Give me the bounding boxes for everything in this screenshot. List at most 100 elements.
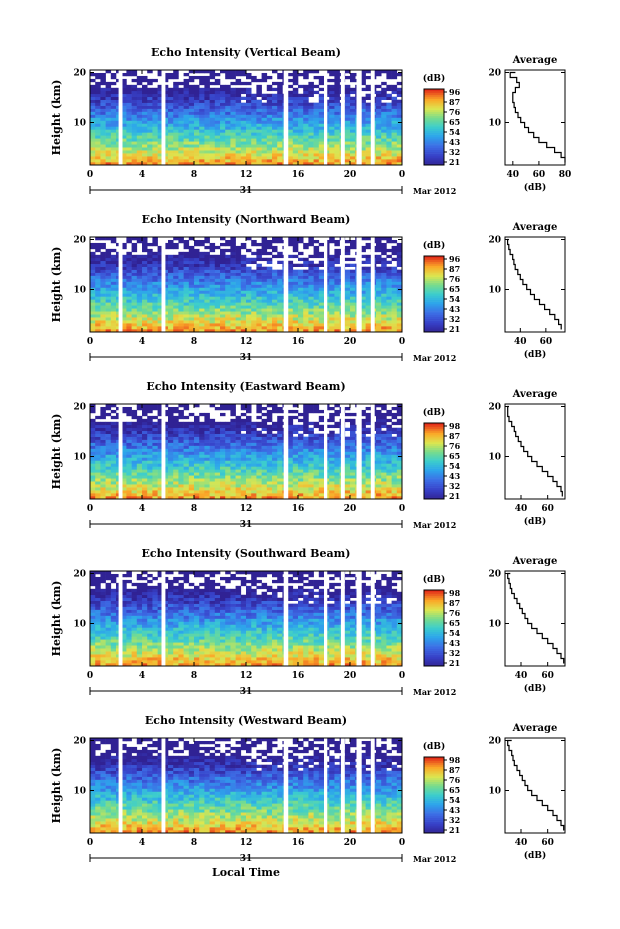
heatmap-cell <box>391 90 398 95</box>
heatmap-cell <box>95 237 101 241</box>
heatmap-cell <box>240 296 247 300</box>
heatmap-cell <box>100 451 106 455</box>
heatmap-cell <box>214 433 221 437</box>
heatmap-cell <box>350 448 356 452</box>
heatmap-cell <box>360 159 366 163</box>
heatmap-cell <box>396 436 403 440</box>
heatmap-cell <box>183 156 190 160</box>
heatmap-cell <box>360 451 366 455</box>
heatmap-cell <box>298 132 304 136</box>
heatmap-cell <box>162 302 169 306</box>
heatmap-cell <box>391 144 398 148</box>
heatmap-cell <box>251 484 257 488</box>
heatmap-cell <box>214 275 221 279</box>
heatmap-cell <box>277 299 283 303</box>
heatmap-cell <box>240 260 247 265</box>
heatmap-cell <box>105 156 112 160</box>
heatmap-cell <box>121 490 127 494</box>
heatmap-cell <box>95 263 101 267</box>
heatmap-cell <box>204 99 210 103</box>
heatmap-cell <box>178 439 184 443</box>
heatmap-cell <box>136 451 143 455</box>
heatmap-cell <box>251 299 257 303</box>
heatmap-cell <box>110 135 117 139</box>
heatmap-cell <box>287 108 294 112</box>
heatmap-cell <box>230 239 236 244</box>
heatmap-cell <box>209 147 216 151</box>
heatmap-cell <box>329 147 335 151</box>
heatmap-cell <box>147 242 153 247</box>
heatmap-cell <box>287 129 294 133</box>
colorbar-label: (dB) <box>423 240 445 251</box>
heatmap-cell <box>121 320 127 324</box>
heatmap-cell <box>194 326 200 330</box>
heatmap-cell <box>329 451 335 455</box>
heatmap-cell <box>214 478 221 482</box>
heatmap-cell <box>313 117 320 121</box>
average-x-tick-label: 80 <box>559 170 572 180</box>
heatmap-cell <box>381 138 387 142</box>
heatmap-cell <box>334 448 340 452</box>
heatmap-cell <box>152 156 158 160</box>
heatmap-cell <box>251 105 257 109</box>
heatmap-cell <box>235 132 242 136</box>
heatmap-cell <box>318 123 325 127</box>
heatmap-cell <box>105 111 112 115</box>
heatmap-cell <box>334 87 340 92</box>
heatmap-cell <box>168 123 174 127</box>
heatmap-cell <box>318 93 325 98</box>
heatmap-cell <box>225 242 231 247</box>
heatmap-cell <box>194 114 200 118</box>
heatmap-cell <box>251 162 257 166</box>
heatmap-cell <box>188 290 195 294</box>
heatmap-cell <box>344 281 351 285</box>
heatmap-cell <box>168 457 174 461</box>
heatmap-cell <box>287 242 294 247</box>
heatmap-cell <box>220 96 226 100</box>
heatmap-cell <box>313 114 320 118</box>
average-x-tick-label: 60 <box>533 170 546 180</box>
heatmap-cell <box>90 466 96 470</box>
heatmap-cell <box>225 275 231 279</box>
heatmap-cell <box>266 84 273 89</box>
heatmap-cell <box>240 126 247 130</box>
heatmap-cell <box>381 156 387 160</box>
colorbar-band <box>424 322 444 325</box>
heatmap-cell <box>168 293 174 297</box>
heatmap-cell <box>100 162 106 166</box>
heatmap-cell <box>121 454 127 458</box>
heatmap-cell <box>225 445 231 449</box>
heatmap-cell <box>292 78 299 83</box>
heatmap-cell <box>261 159 268 163</box>
heatmap-cell <box>350 87 356 92</box>
heatmap-cell <box>183 245 190 250</box>
heatmap-cell <box>188 96 195 100</box>
heatmap-cell <box>110 493 117 497</box>
heatmap-cell <box>344 290 351 294</box>
heatmap-cell <box>381 442 387 446</box>
heatmap-cell <box>178 135 184 139</box>
heatmap-cell <box>136 445 143 449</box>
average-x-tick-label: 40 <box>507 170 520 180</box>
heatmap-cell <box>235 317 242 321</box>
heatmap-cell <box>126 448 132 452</box>
heatmap-cell <box>188 147 195 151</box>
heatmap-cell <box>277 484 283 488</box>
colorbar-band <box>424 113 444 116</box>
heatmap-cell <box>396 114 403 118</box>
heatmap-cell <box>95 320 101 324</box>
heatmap-cell <box>287 239 294 244</box>
heatmap-cell <box>204 311 210 315</box>
heatmap-cell <box>214 153 221 157</box>
heatmap-cell <box>386 254 392 259</box>
heatmap-cell <box>95 278 101 282</box>
heatmap-cell <box>396 290 403 294</box>
heatmap-cell <box>126 493 132 497</box>
heatmap-cell <box>126 102 132 106</box>
heatmap-cell <box>162 293 169 297</box>
heatmap-cell <box>199 326 205 330</box>
heatmap-cell <box>136 475 143 479</box>
heatmap-cell <box>360 135 366 139</box>
heatmap-cell <box>131 323 138 327</box>
heatmap-cell <box>298 105 304 109</box>
